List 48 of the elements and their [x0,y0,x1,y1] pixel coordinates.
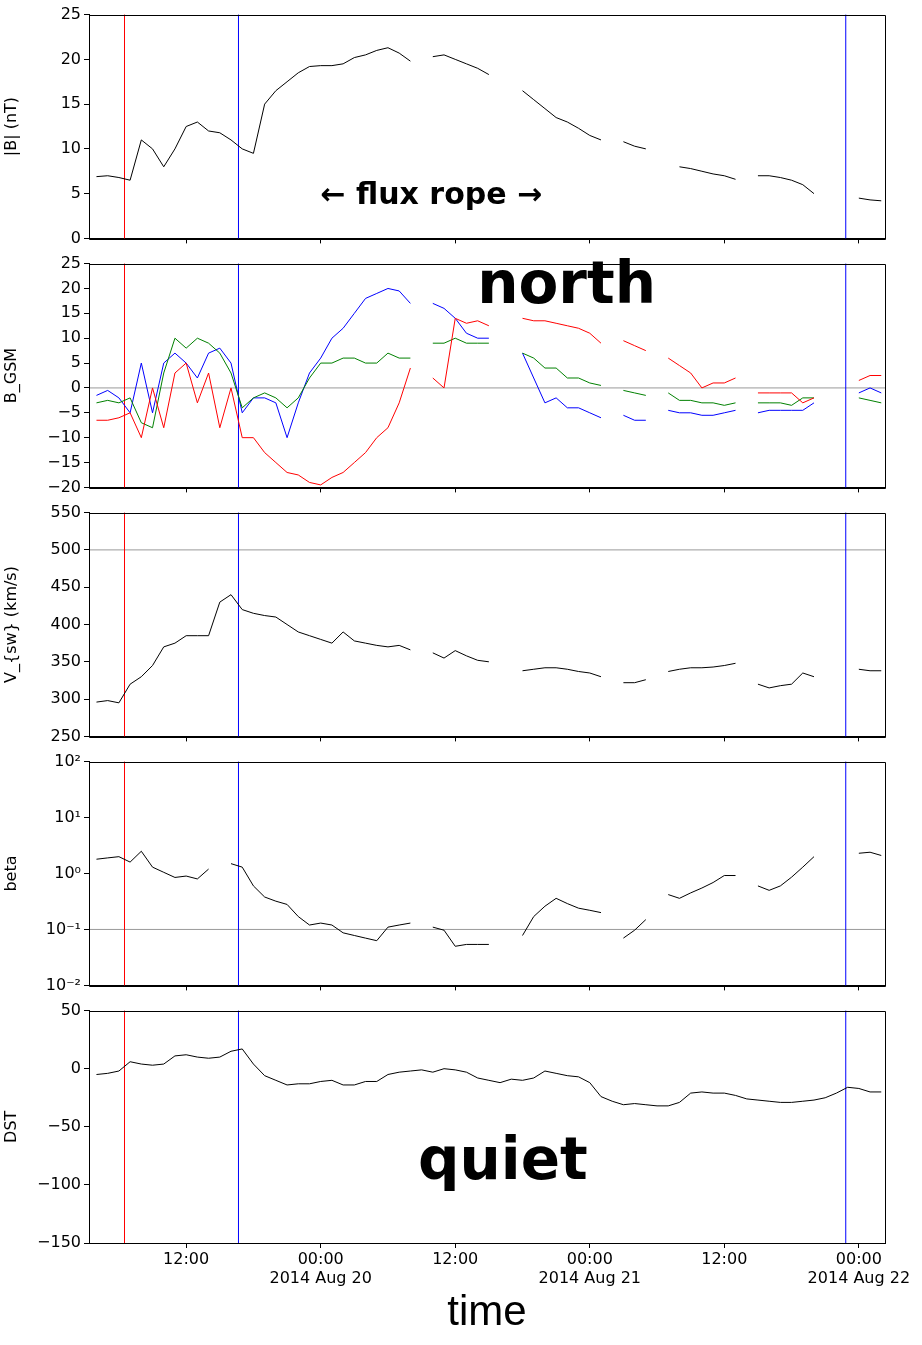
y-tick-label: 20 [60,48,81,68]
y-tick-label: 10⁻¹ [45,918,81,938]
x-axis-title: time [447,1287,527,1335]
y-tick-label: 25 [60,3,81,23]
annotation: ← flux rope → [320,175,543,211]
y-tick-label: 10² [54,750,81,770]
y-tick-label: 50 [60,999,81,1019]
annotation: north [477,249,656,318]
y-tick-label: −100 [37,1174,81,1194]
y-tick-label: 10¹ [54,806,81,826]
y-tick-label: 0 [70,1057,81,1077]
y-axis-title: |B| (nT) [0,96,20,157]
y-tick-label: 25 [60,252,81,272]
y-tick-label: 450 [50,576,81,596]
y-axis-title: B_GSM [0,347,21,404]
annotation: quiet [418,1125,588,1194]
y-tick-label: −50 [47,1115,81,1135]
x-tick-label: 00:00 2014 Aug 20 [269,1248,372,1287]
x-tick-label: 12:00 [163,1248,210,1268]
y-tick-label: 20 [60,277,81,297]
y-tick-label: 250 [50,725,81,745]
y-tick-label: 10 [60,327,81,347]
y-tick-label: 5 [70,182,81,202]
y-tick-label: 10⁰ [54,862,81,882]
x-tick-label: 00:00 2014 Aug 21 [538,1248,642,1287]
y-tick-label: 5 [70,352,81,372]
y-tick-label: 15 [60,93,81,113]
y-tick-label: 400 [50,613,81,633]
y-tick-label: 500 [50,539,81,559]
x-tick-label: 12:00 [432,1248,479,1268]
y-tick-label: 300 [50,688,81,708]
y-axis-title: DST [0,1110,20,1143]
y-tick-label: 10 [60,138,81,158]
x-tick-label: 12:00 [701,1248,748,1268]
y-tick-label: 0 [70,377,81,397]
y-tick-label: −150 [37,1232,81,1252]
y-tick-label: −5 [57,401,81,421]
y-tick-label: 0 [70,227,81,247]
y-tick-label: −10 [47,426,81,446]
y-tick-label: 15 [60,302,81,322]
y-axis-title: V_{sw} (km/s) [0,566,21,683]
x-tick-label: 00:00 2014 Aug 22 [807,1248,911,1287]
y-tick-label: 550 [50,501,81,521]
y-axis-title: beta [0,855,20,892]
y-tick-label: 10⁻² [45,974,81,994]
y-tick-label: 350 [50,650,81,670]
y-tick-label: −20 [47,476,81,496]
y-tick-label: −15 [47,451,81,471]
